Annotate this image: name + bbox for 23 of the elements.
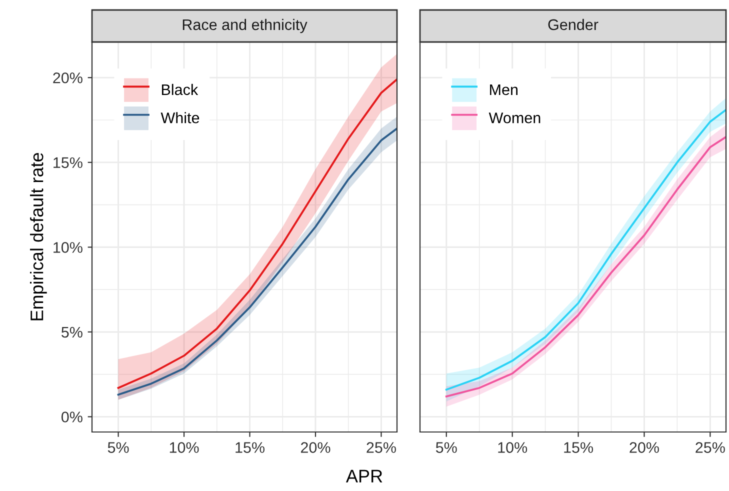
chart-title: Race and ethnicity [182,18,308,34]
y-tick-label: 10% [54,242,82,253]
x-tick-label: 25% [696,442,725,453]
x-tick-label: 5% [436,442,457,453]
y-tick-label: 0% [61,412,82,422]
legend-label: Men [490,84,518,96]
chart-title: Gender [548,18,598,30]
y-tick-label: 15% [54,157,82,168]
x-axis-title: APR [346,470,382,482]
legend-label: Black [162,84,198,96]
y-axis-title: Empirical default rate [30,153,47,320]
legend-label: White [160,112,200,124]
y-tick-label: 5% [62,326,82,338]
x-tick-label: 20% [300,442,330,453]
legend-label: Women [488,112,540,124]
x-tick-label: 10% [498,442,528,453]
x-tick-label: 15% [564,442,594,453]
x-tick-label: 25% [366,442,396,453]
x-tick-label: 15% [236,442,265,453]
x-tick-label: 10% [170,442,199,453]
x-tick-label: 20% [630,442,659,453]
x-tick-label: 5% [108,442,129,453]
y-tick-label: 20% [53,72,82,84]
